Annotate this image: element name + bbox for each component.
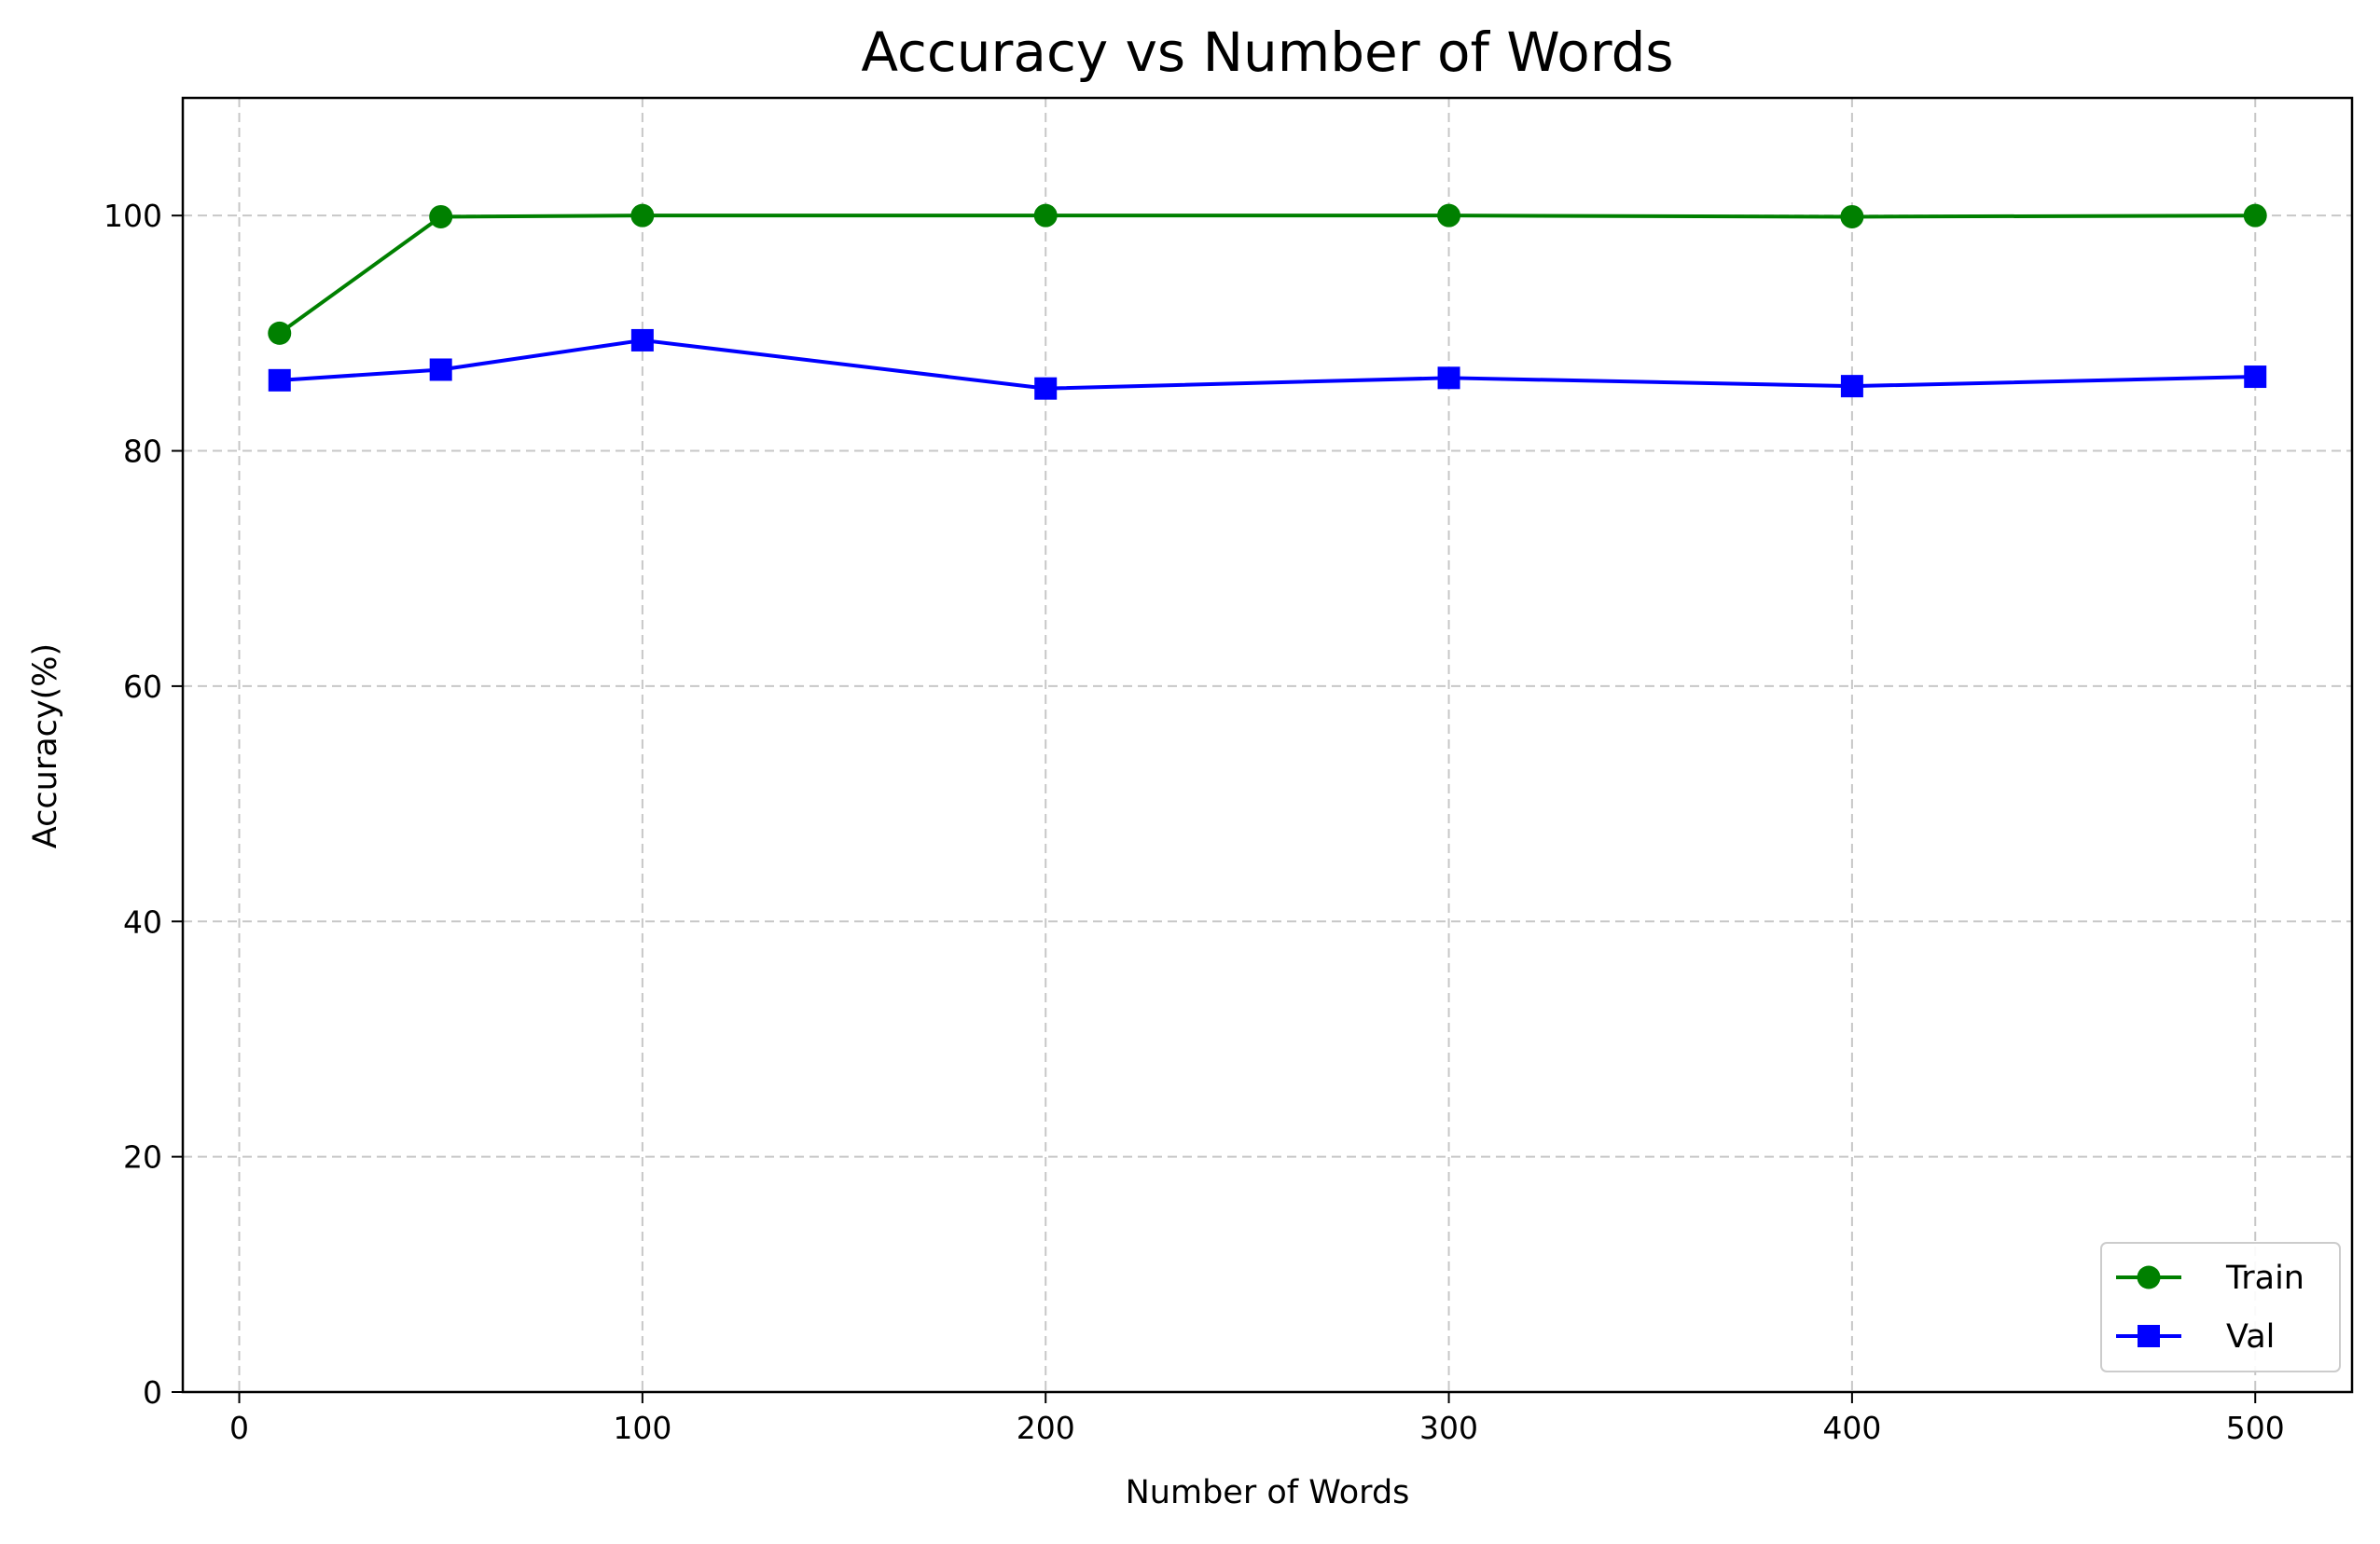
- y-tick-label: 60: [123, 669, 162, 705]
- x-tick-label: 200: [1017, 1410, 1075, 1446]
- y-tick-label: 40: [123, 903, 162, 940]
- legend-box: [2100, 1242, 2341, 1372]
- legend: Train Val: [2100, 1242, 2341, 1372]
- y-tick-label: 0: [143, 1374, 162, 1411]
- data-point-val: [1437, 366, 1460, 390]
- legend-marker-val: [2138, 1325, 2160, 1347]
- y-axis-title: Accuracy(%): [27, 643, 64, 848]
- data-point-train: [2243, 203, 2267, 227]
- x-tick-label: 0: [229, 1410, 249, 1446]
- y-tick-label: 80: [123, 434, 162, 470]
- axis-ticks: 0 100 200 300 400 500 0 20 40 60 80 100: [104, 198, 2285, 1446]
- data-point-train: [429, 204, 453, 228]
- x-tick-label: 100: [613, 1410, 671, 1446]
- data-point-val: [268, 368, 291, 392]
- x-tick-label: 300: [1419, 1410, 1478, 1446]
- legend-marker-train: [2137, 1265, 2161, 1289]
- data-point-train: [630, 203, 655, 227]
- data-point-train: [268, 321, 292, 345]
- series-val: [268, 328, 2267, 400]
- series-train: [268, 203, 2267, 345]
- plot-frame: [181, 96, 2354, 1394]
- chart-title: Accuracy vs Number of Words: [861, 21, 1673, 84]
- x-axis-title: Number of Words: [1126, 1474, 1410, 1511]
- legend-label-train: Train: [2225, 1260, 2304, 1297]
- data-point-train: [1033, 203, 1058, 227]
- legend-label-val: Val: [2226, 1318, 2275, 1356]
- data-point-train: [1840, 204, 1864, 228]
- data-point-val: [630, 328, 654, 352]
- plot-series: [268, 203, 2267, 400]
- data-point-val: [1840, 375, 1863, 398]
- y-tick-label: 20: [123, 1139, 162, 1176]
- y-tick-label: 100: [104, 198, 162, 234]
- data-point-val: [2244, 365, 2267, 389]
- data-point-train: [1437, 203, 1461, 227]
- x-tick-label: 400: [1822, 1410, 1881, 1446]
- x-tick-label: 500: [2226, 1410, 2285, 1446]
- data-point-val: [1034, 377, 1058, 400]
- data-point-val: [429, 358, 452, 381]
